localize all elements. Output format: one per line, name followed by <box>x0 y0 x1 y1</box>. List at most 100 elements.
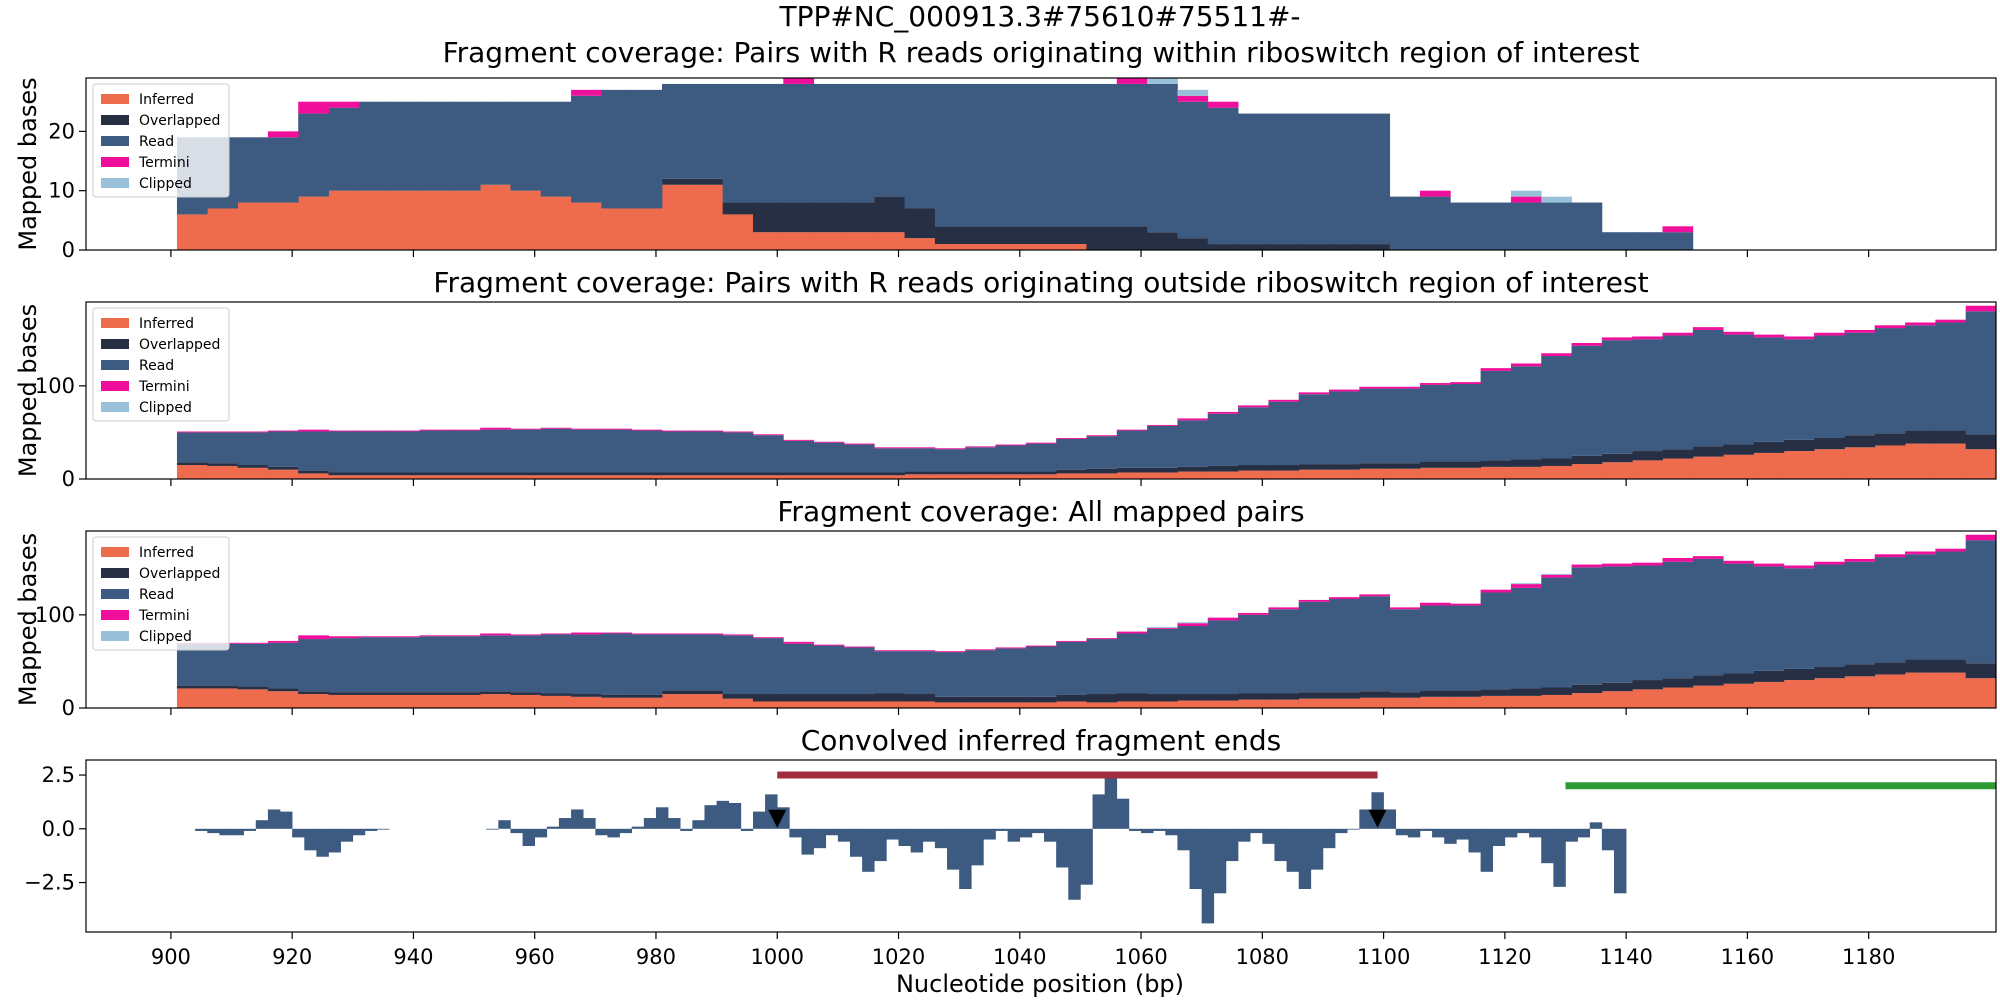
coverage-bar-inferred <box>1207 471 1239 479</box>
y-tick-label: 2.5 <box>42 763 75 787</box>
coverage-bar-overlapped <box>843 202 875 233</box>
coverage-bar-termini <box>1965 305 1996 312</box>
x-tick-label: 1120 <box>1478 945 1531 969</box>
convolved-bar <box>352 828 366 836</box>
coverage-bar-inferred <box>540 695 572 708</box>
coverage-bar-overlapped <box>1207 694 1239 701</box>
x-tick-label: 920 <box>272 945 312 969</box>
coverage-bar-termini <box>1692 327 1724 330</box>
convolved-bar <box>1444 828 1457 844</box>
coverage-bar-read <box>1723 563 1754 674</box>
coverage-bar-read <box>813 645 845 695</box>
coverage-bar-overlapped <box>783 694 815 702</box>
convolved-bar <box>1322 828 1336 849</box>
coverage-bar-inferred <box>783 232 815 250</box>
coverage-bar-inferred <box>1874 445 1906 479</box>
coverage-bar-termini <box>571 428 602 430</box>
coverage-bar-overlapped <box>176 685 208 689</box>
coverage-bar-read <box>419 101 451 191</box>
convolved-bar <box>1141 828 1154 834</box>
coverage-bar-read <box>176 432 208 463</box>
convolved-bar <box>486 828 499 830</box>
coverage-bar-overlapped <box>874 693 905 702</box>
convolved-bar <box>631 826 645 829</box>
coverage-bar-overlapped <box>389 472 420 476</box>
convolved-bar <box>1407 828 1421 838</box>
coverage-bar-overlapped <box>1601 682 1633 692</box>
coverage-bar-overlapped <box>813 202 845 233</box>
coverage-bar-read <box>1177 101 1209 239</box>
coverage-bar-overlapped <box>237 465 269 468</box>
panel-title: Fragment coverage: All mapped pairs <box>777 495 1304 528</box>
coverage-bar-termini <box>237 642 269 644</box>
coverage-bar-inferred <box>934 474 966 479</box>
coverage-bar-termini <box>1814 332 1845 336</box>
coverage-bar-termini <box>1086 435 1118 437</box>
coverage-bar-inferred <box>722 698 754 708</box>
coverage-bar-inferred <box>1116 472 1148 479</box>
coverage-bar-overlapped <box>298 470 329 474</box>
coverage-bar-read <box>1541 356 1572 459</box>
coverage-bar-read <box>631 430 663 473</box>
coverage-bar-overlapped <box>1753 441 1785 453</box>
coverage-bar-overlapped <box>1905 659 1936 673</box>
coverage-bar-overlapped <box>207 685 238 689</box>
coverage-bar-inferred <box>995 244 1027 250</box>
coverage-bar-inferred <box>813 232 845 250</box>
coverage-bar-read <box>874 83 905 197</box>
coverage-bar-read <box>1814 335 1845 439</box>
coverage-bar-inferred <box>389 694 420 708</box>
coverage-bar-overlapped <box>995 696 1027 703</box>
legend-label-overlapped: Overlapped <box>139 566 220 582</box>
coverage-bar-inferred <box>1662 687 1694 708</box>
coverage-bar-inferred <box>1632 460 1663 479</box>
panel-title: Convolved inferred fragment ends <box>801 724 1282 757</box>
coverage-bar-inferred <box>965 244 996 250</box>
coverage-bar-read <box>1965 311 1996 435</box>
coverage-bar-inferred <box>480 694 511 708</box>
coverage-bar-inferred <box>358 694 390 708</box>
coverage-bar-read <box>1419 384 1451 462</box>
x-tick-label: 1100 <box>1357 945 1410 969</box>
convolved-bar <box>862 828 875 872</box>
coverage-bar-inferred <box>1723 454 1754 479</box>
coverage-bar-overlapped <box>449 472 481 476</box>
coverage-bar-read <box>1783 339 1815 440</box>
coverage-bar-overlapped <box>1238 244 1269 250</box>
coverage-bar-overlapped <box>1692 675 1724 686</box>
coverage-bar-read <box>783 440 815 473</box>
convolved-bar <box>1044 828 1057 842</box>
x-tick-label: 940 <box>393 945 433 969</box>
coverage-bar-inferred <box>1268 699 1300 708</box>
coverage-bar-read <box>1419 196 1451 250</box>
coverage-bar-overlapped <box>1844 435 1876 448</box>
coverage-bar-inferred <box>965 474 996 479</box>
convolved-bar <box>1383 809 1397 829</box>
coverage-bar-read <box>1571 567 1603 685</box>
coverage-bar-read <box>1359 113 1391 245</box>
convolved-bar <box>1359 809 1372 829</box>
coverage-bar-read <box>1147 628 1178 695</box>
coverage-bar-inferred <box>662 184 693 250</box>
coverage-bar-overlapped <box>934 696 966 703</box>
coverage-bar-inferred <box>1783 680 1815 708</box>
convolved-bar <box>1104 772 1118 829</box>
coverage-bar-termini <box>419 429 451 431</box>
coverage-bar-read <box>1207 413 1239 466</box>
coverage-bar-termini <box>1662 558 1694 562</box>
convolved-bar <box>983 828 996 840</box>
legend: Inferred Overlapped Read Termini Clipped <box>92 307 230 422</box>
coverage-bar-overlapped <box>1783 439 1815 452</box>
coverage-bar-termini <box>328 636 360 639</box>
coverage-bar-read <box>510 101 542 191</box>
coverage-bar-inferred <box>752 475 784 479</box>
coverage-bar-read <box>1086 436 1118 469</box>
coverage-bar-termini <box>1298 392 1330 395</box>
convolved-bar <box>255 820 269 829</box>
coverage-bar-inferred <box>1329 469 1360 479</box>
coverage-bar-overlapped <box>904 694 936 702</box>
coverage-bar-termini <box>904 650 936 652</box>
coverage-bar-inferred <box>480 475 511 479</box>
convolved-bar <box>1565 828 1578 842</box>
coverage-bar-termini <box>1268 607 1300 610</box>
